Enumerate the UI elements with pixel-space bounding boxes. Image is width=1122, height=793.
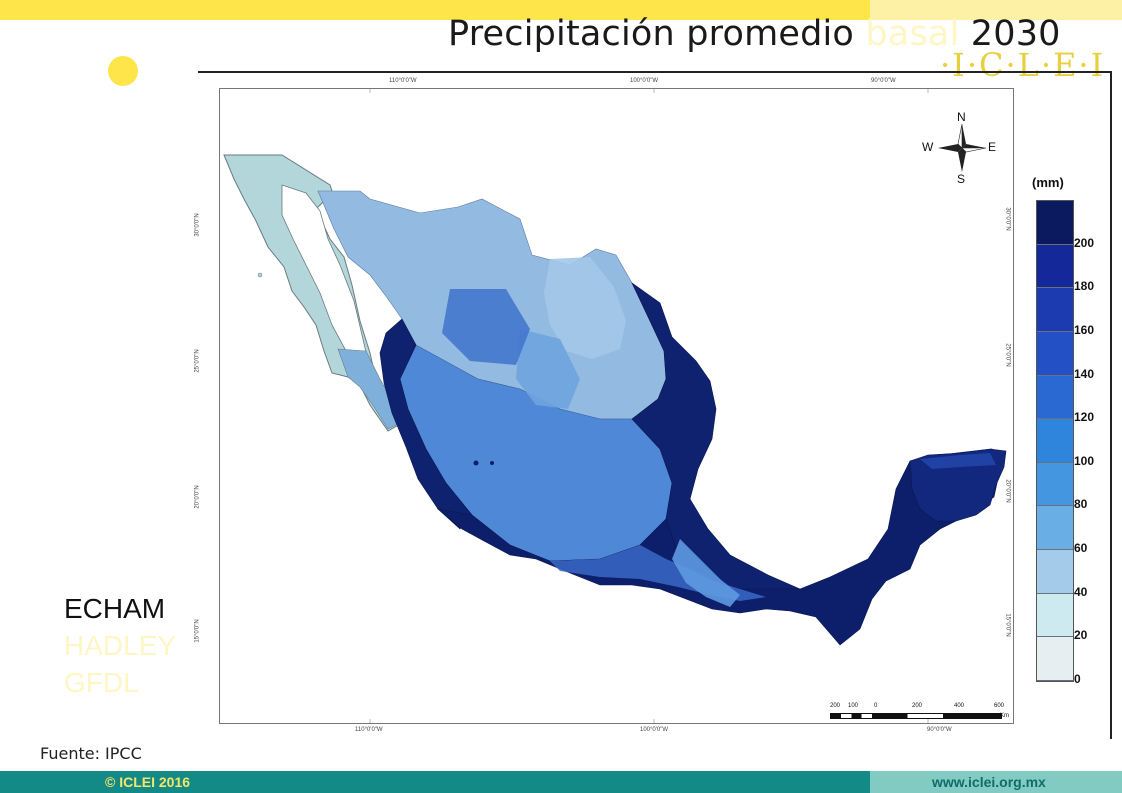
- climate-models: ECHAM HADLEY GFDL: [64, 590, 176, 701]
- iclei-logo: ·I·C·L·E·I: [940, 46, 1106, 84]
- compass-icon: [938, 123, 987, 172]
- slide-title: Precipitación promedio basal 2030: [448, 14, 1061, 54]
- model-hadley[interactable]: HADLEY: [64, 630, 177, 661]
- scale-label: 600: [994, 703, 1005, 709]
- scale-bar-graphic: [830, 713, 1002, 719]
- legend-swatch: [1037, 244, 1073, 289]
- model-gfdl[interactable]: GFDL: [64, 667, 139, 698]
- frame-line-right: [1110, 71, 1112, 739]
- lat-label-right-3: 20°0'0"N: [1004, 479, 1011, 503]
- legend-unit: (mm): [1032, 175, 1064, 190]
- decorative-dot: [108, 56, 138, 86]
- legend-label: 160: [1074, 322, 1095, 337]
- scale-label: 100: [848, 703, 859, 709]
- legend-swatch: [1037, 593, 1073, 638]
- lat-label-left-1: 30°0'0"N: [194, 213, 201, 237]
- title-prefix: Precipitación promedio: [448, 14, 855, 54]
- website-link[interactable]: www.iclei.org.mx: [932, 774, 1046, 790]
- precipitation-map: 110°0'0"W 100°0'0"W 90°0'0"W: [208, 81, 1007, 723]
- copyright: © ICLEI 2016: [105, 774, 191, 790]
- lat-label-left-3: 20°0'0"N: [194, 485, 201, 509]
- model-echam[interactable]: ECHAM: [64, 593, 166, 624]
- footer-bar: [0, 771, 870, 793]
- lon-label-bottom-2: 100°0'0"W: [640, 727, 669, 733]
- lat-label-left-2: 25°0'0"N: [194, 349, 201, 373]
- legend-labels: 200 180 160 140 120 100 80 60 40 20 0: [1074, 200, 1104, 686]
- scale-label: 400: [954, 703, 965, 709]
- legend-label: 20: [1074, 628, 1088, 643]
- lon-label-top-3: 90°0'0"W: [871, 78, 896, 84]
- legend-swatch: [1037, 506, 1073, 551]
- region-gulf-coast: [631, 282, 801, 590]
- top-accent-bar: [0, 0, 870, 20]
- compass-s: S: [957, 172, 966, 186]
- legend-swatch: [1037, 550, 1073, 594]
- legend-swatch: [1037, 637, 1073, 681]
- legend-label: 140: [1074, 366, 1095, 381]
- compass-e: E: [988, 140, 997, 154]
- legend-label: 120: [1074, 410, 1095, 425]
- legend-swatch: [1037, 331, 1073, 376]
- compass-n: N: [957, 110, 966, 124]
- frame-line-top: [198, 71, 1112, 73]
- precipitation-legend: [1036, 200, 1074, 682]
- lon-label-bottom-3: 90°0'0"W: [927, 727, 952, 733]
- footer-bar-light: [870, 771, 1122, 793]
- map-frame: 110°0'0"W 100°0'0"W 90°0'0"W: [208, 81, 1014, 724]
- scale-labels: 200 100 0 200 400 600: [830, 703, 1006, 711]
- title-suffix: 2030: [970, 14, 1061, 54]
- legend-swatch: [1037, 201, 1073, 245]
- lon-label-bottom-1: 110°0'0"W: [355, 727, 383, 733]
- compass-w: W: [922, 140, 934, 154]
- scale-label: 200: [830, 703, 841, 709]
- legend-label: 80: [1074, 497, 1088, 512]
- lon-label-top-2: 100°0'0"W: [630, 78, 659, 84]
- scale-bar: 200 100 0 200 400 600 Km: [830, 703, 1010, 725]
- legend-label: 40: [1074, 584, 1088, 599]
- lat-label-right-2: 25°0'0"N: [1004, 343, 1011, 367]
- legend-swatch: [1037, 462, 1073, 507]
- lat-label-right-1: 30°0'0"N: [1004, 207, 1011, 231]
- legend-label: 60: [1074, 541, 1088, 556]
- scale-label: 0: [874, 703, 878, 709]
- legend-swatch: [1037, 288, 1073, 332]
- compass-rose: N S W E: [920, 110, 1000, 186]
- legend-label: 200: [1074, 235, 1095, 250]
- lat-label-left-4: 15°0'0"N: [194, 619, 201, 643]
- lat-label-right-4: 15°0'0"N: [1004, 613, 1011, 637]
- legend-label: 180: [1074, 279, 1095, 294]
- legend-label: 0: [1074, 672, 1081, 686]
- scale-label: 200: [912, 703, 923, 709]
- title-faded: basal: [865, 14, 960, 54]
- legend-swatch: [1037, 375, 1073, 420]
- top-accent-bar-light: [870, 0, 1122, 20]
- scale-unit: Km: [1000, 713, 1009, 719]
- legend-label: 100: [1074, 453, 1095, 468]
- legend-swatch: [1037, 419, 1073, 463]
- source-note: Fuente: IPCC: [40, 744, 142, 763]
- lon-label-top-1: 110°0'0"W: [389, 78, 417, 84]
